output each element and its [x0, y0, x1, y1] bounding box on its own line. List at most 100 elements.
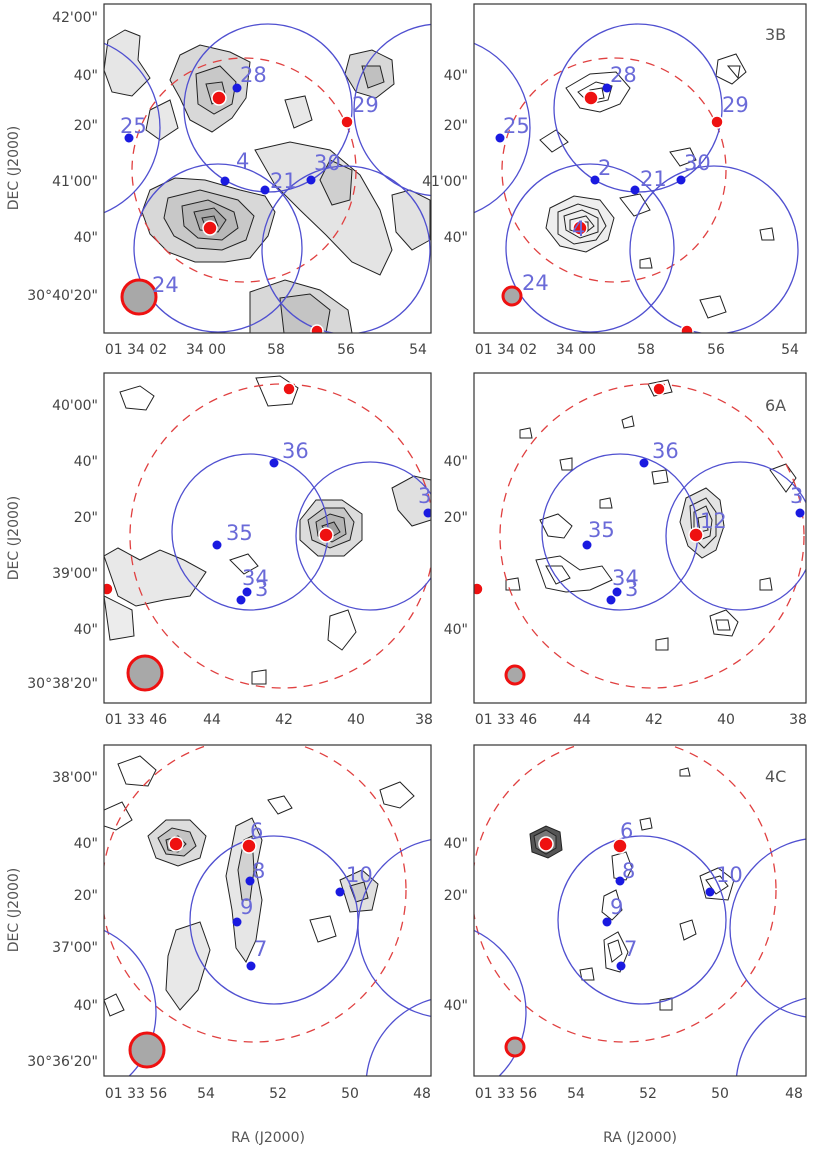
svg-text:52: 52: [269, 1086, 287, 1102]
beam-ellipse: [504, 664, 526, 686]
svg-text:4: 4: [572, 217, 585, 241]
svg-text:40": 40": [444, 998, 468, 1014]
svg-text:40": 40": [74, 68, 98, 84]
contours: [529, 767, 735, 1011]
svg-text:01 33 46: 01 33 46: [105, 712, 167, 728]
x-tick-labels-row2-left: 01 33 46 44 42 40 38: [105, 712, 433, 728]
beam-ellipse: [504, 1036, 526, 1058]
panel-tag: 3B: [765, 25, 786, 44]
contours: [104, 375, 431, 685]
svg-text:40": 40": [74, 836, 98, 852]
svg-text:01 34 02: 01 34 02: [475, 342, 537, 358]
svg-text:58: 58: [267, 342, 285, 358]
svg-text:40": 40": [74, 230, 98, 246]
x-axis-label-left: RA (J2000): [231, 1130, 305, 1146]
svg-text:44: 44: [573, 712, 591, 728]
field-circles: [474, 23, 799, 333]
svg-text:56: 56: [707, 342, 725, 358]
panel-row1-right: 25 28 29 30 2 21 4 24 3B: [473, 3, 807, 334]
svg-text:40'00": 40'00": [52, 398, 98, 414]
y-tick-labels-row1-right: 40" 20" 41'00" 40": [422, 68, 468, 246]
svg-text:12: 12: [700, 509, 727, 533]
x-axis-label-right: RA (J2000): [603, 1130, 677, 1146]
svg-text:30°40'20": 30°40'20": [27, 288, 98, 304]
field-circles: [104, 745, 431, 1076]
y-tick-labels-row3-left: 38'00" 40" 20" 37'00" 40" 30°36'20": [27, 770, 98, 1070]
svg-text:20": 20": [444, 510, 468, 526]
svg-text:20": 20": [444, 888, 468, 904]
y-axis-label-row2: DEC (J2000): [6, 496, 22, 581]
svg-text:54: 54: [781, 342, 799, 358]
svg-text:20": 20": [74, 888, 98, 904]
svg-text:29: 29: [722, 93, 749, 117]
y-tick-labels-row3-right: 40" 20" 40": [444, 836, 468, 1014]
x-tick-labels-row1-left: 01 34 02 34 00 58 56 54: [105, 342, 427, 358]
y-tick-labels-row2-right: 40" 20" 40": [444, 454, 468, 638]
svg-text:40": 40": [444, 230, 468, 246]
svg-text:58: 58: [637, 342, 655, 358]
x-tick-labels-row1-right: 01 34 02 34 00 58 56 54: [475, 342, 799, 358]
markers: [504, 836, 715, 1058]
source-labels: 25 28 29 30 2 21 4 24: [503, 63, 749, 295]
panel-frame: [103, 3, 432, 334]
source-labels: 6 8 9 7 10: [240, 819, 373, 961]
svg-text:35: 35: [226, 521, 253, 545]
svg-text:50: 50: [711, 1086, 729, 1102]
field-circles: [129, 383, 431, 689]
svg-text:37'00": 37'00": [52, 940, 98, 956]
y-tick-labels-row2-left: 40'00" 40" 20" 39'00" 40" 30°38'20": [27, 398, 98, 692]
x-tick-labels-row3-right: 01 33 56 54 52 50 48: [475, 1086, 803, 1102]
svg-text:25: 25: [503, 114, 530, 138]
svg-text:28: 28: [610, 63, 637, 87]
svg-text:2: 2: [598, 156, 611, 180]
svg-text:40: 40: [717, 712, 735, 728]
contours: [104, 29, 431, 333]
svg-text:01 33 56: 01 33 56: [475, 1086, 537, 1102]
svg-text:20": 20": [74, 510, 98, 526]
markers: [120, 83, 354, 333]
field-circles: [499, 383, 806, 689]
panel-frame: [473, 372, 807, 704]
markers: [474, 382, 805, 686]
svg-text:9: 9: [610, 895, 623, 919]
y-axis-label-row1: DEC (J2000): [6, 126, 22, 211]
panel-row1-left: 25 28 29 30 21 4 24: [103, 3, 432, 334]
beam-ellipse: [120, 278, 158, 316]
panel-frame: [103, 744, 432, 1077]
beam-ellipse: [501, 285, 523, 307]
y-tick-labels-row1-left: 42'00" 40" 20" 41'00" 40" 30°40'20": [27, 10, 98, 304]
svg-text:44: 44: [203, 712, 221, 728]
panel-row2-left: 36 35 34 3 31: [103, 372, 432, 704]
svg-text:20": 20": [74, 118, 98, 134]
field-circles: [104, 23, 431, 333]
svg-text:42'00": 42'00": [52, 10, 98, 26]
svg-text:34 00: 34 00: [556, 342, 596, 358]
svg-text:52: 52: [639, 1086, 657, 1102]
svg-text:01 34 02: 01 34 02: [105, 342, 167, 358]
svg-text:4: 4: [236, 149, 249, 173]
svg-text:40: 40: [347, 712, 365, 728]
svg-text:29: 29: [352, 93, 379, 117]
panel-frame: [473, 3, 807, 334]
svg-text:39'00": 39'00": [52, 566, 98, 582]
svg-text:56: 56: [337, 342, 355, 358]
svg-text:54: 54: [567, 1086, 585, 1102]
svg-text:21: 21: [270, 169, 297, 193]
svg-text:6: 6: [250, 819, 263, 843]
svg-text:10: 10: [346, 863, 373, 887]
svg-text:10: 10: [716, 863, 743, 887]
svg-text:36: 36: [652, 439, 679, 463]
svg-text:40": 40": [444, 836, 468, 852]
svg-text:38'00": 38'00": [52, 770, 98, 786]
svg-text:40": 40": [444, 454, 468, 470]
svg-text:3: 3: [255, 577, 268, 601]
svg-text:48: 48: [785, 1086, 803, 1102]
panel-row2-right: 36 35 34 3 31 12 6A: [473, 372, 807, 704]
source-labels: 25 28 29 30 21 4 24: [120, 63, 379, 297]
svg-text:41'00": 41'00": [422, 174, 468, 190]
svg-text:34: 34: [242, 566, 269, 590]
svg-text:38: 38: [415, 712, 433, 728]
beam-ellipse: [128, 1031, 166, 1069]
svg-text:40": 40": [74, 998, 98, 1014]
